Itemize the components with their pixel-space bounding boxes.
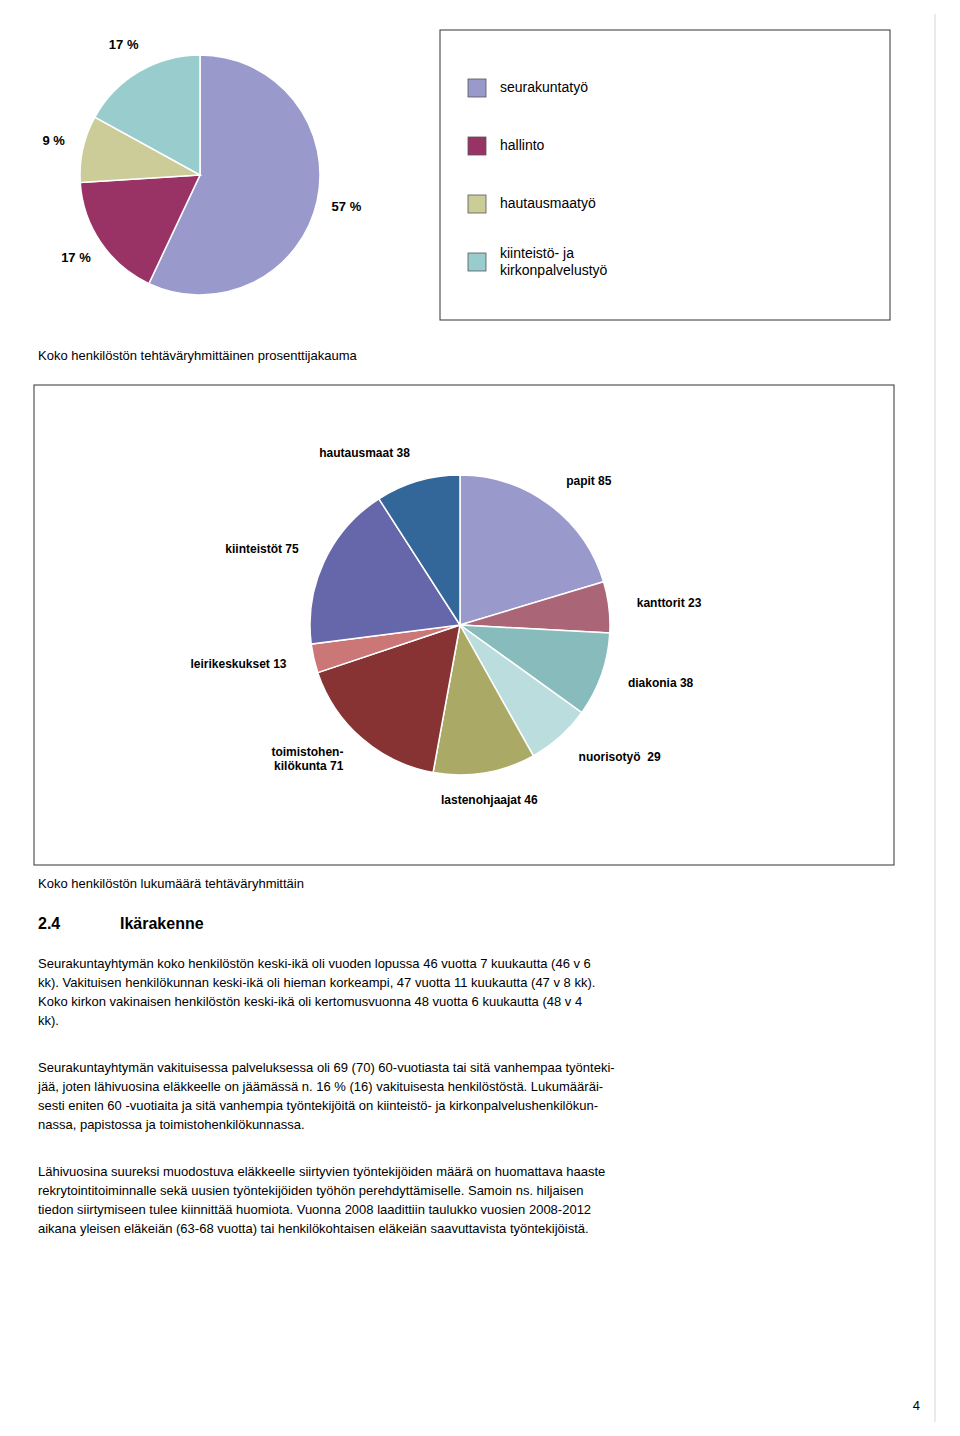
legend-box (440, 30, 890, 320)
data-label: leirikeskukset 13 (190, 657, 286, 671)
data-label: 57 % (332, 199, 362, 214)
data-label: lastenohjaajat 46 (441, 793, 538, 807)
data-label: diakonia 38 (628, 676, 694, 690)
legend-label-line: kirkonpalvelustyö (500, 261, 608, 277)
data-label-line: diakonia 38 (628, 676, 694, 690)
section-title-line: Ikärakenne (120, 915, 204, 932)
page-number: 4 (913, 1398, 920, 1413)
paragraph: Seurakuntayhtymän vakituisessa palveluks… (37, 1060, 615, 1132)
data-label-line: kiinteistöt 75 (225, 542, 299, 556)
paragraph-line: kk). (38, 1013, 59, 1028)
chart-title: Koko henkilöstön tehtäväryhmittäinen pro… (38, 348, 357, 363)
paragraph-line: Seurakuntayhtymän vakituisessa palveluks… (38, 1060, 615, 1075)
legend-label: kiinteistö- jakirkonpalvelustyö (500, 244, 608, 277)
pie-slices (80, 55, 320, 295)
chart-title: Koko henkilöstön lukumäärä tehtäväryhmit… (38, 876, 304, 891)
chart-frame (34, 385, 894, 865)
legend-label: hallinto (500, 137, 545, 153)
pie-slice (95, 55, 200, 175)
legend-swatch (468, 195, 486, 213)
pie-chart: papit 85 kanttorit 23 diakonia 38 nuorisoty… (190, 446, 701, 806)
data-label: hautausmaat 38 (319, 446, 410, 460)
paragraph: Lähivuosina suureksi muodostuva eläkkeel… (38, 1164, 605, 1236)
chart-title-line: Koko henkilöstön lukumäärä tehtäväryhmit… (38, 876, 304, 891)
pie-slice (379, 475, 460, 625)
data-label: 9 % (42, 134, 65, 149)
data-label: kanttorit 23 (637, 596, 702, 610)
legend-label-line: seurakuntatyö (500, 79, 588, 95)
chart-title-line: Koko henkilöstön tehtäväryhmittäinen pro… (38, 348, 357, 363)
data-label: nuorisotyö 29 (579, 750, 661, 764)
page-number-line: 4 (913, 1398, 920, 1413)
data-label-line: kanttorit 23 (637, 596, 702, 610)
data-label-line: 9 % (42, 134, 65, 149)
legend-label-line: hautausmaatyö (500, 195, 596, 211)
data-label-line: lastenohjaajat 46 (441, 793, 538, 807)
paragraph-line: jää, joten lähivuosina eläkkeelle on jää… (37, 1079, 603, 1094)
data-label-line: 17 % (61, 251, 91, 266)
legend-label-line: hallinto (500, 137, 545, 153)
paragraph-line: rekrytointitoiminnalle sekä uusien työnt… (38, 1183, 584, 1198)
legend-label-line: kiinteistö- ja (500, 244, 574, 260)
pie-slice (460, 582, 610, 633)
section-title: Ikärakenne (120, 915, 204, 932)
data-label-line: 57 % (332, 199, 362, 214)
data-label-line: papit 85 (566, 474, 612, 488)
data-labels: papit 85 kanttorit 23 diakonia 38 nuorisoty… (190, 446, 701, 806)
paragraph-line: aikana yleisen eläkeiän (63-68 vuotta) t… (38, 1221, 589, 1236)
paragraph-line: Koko kirkon vakinaisen henkilöstön keski… (38, 994, 582, 1009)
data-label-line: leirikeskukset 13 (190, 657, 286, 671)
page: 57 % 17 % 9 % 17 % seurakuntatyö hallinto haut… (0, 0, 960, 1436)
pie-slices (310, 475, 610, 775)
legend-swatch (468, 253, 486, 271)
section-number-line: 2.4 (38, 915, 60, 932)
paragraph-line: nassa, papistossa ja toimistohenkilökunn… (38, 1117, 305, 1132)
data-label-line: kilökunta 71 (274, 759, 344, 773)
data-label-line: hautausmaat 38 (319, 446, 410, 460)
data-label: papit 85 (566, 474, 612, 488)
data-label: kiinteistöt 75 (225, 542, 299, 556)
page-border (935, 14, 936, 1422)
pie-slice (80, 175, 200, 284)
data-label-line: 17 % (109, 37, 139, 52)
legend-label: hautausmaatyö (500, 195, 596, 211)
data-label: 17 % (61, 251, 91, 266)
data-labels: 57 % 17 % 9 % 17 % (42, 37, 361, 265)
paragraph-line: sesti eniten 60 -vuotiaita ja sitä vanhe… (38, 1098, 598, 1113)
data-label: toimistohen-kilökunta 71 (271, 745, 343, 773)
paragraph-line: Seurakuntayhtymän koko henkilöstön keski… (38, 956, 591, 971)
paragraph-line: kk). Vakituisen henkilökunnan keski-ikä … (38, 975, 595, 990)
section-number: 2.4 (38, 915, 60, 932)
legend-swatch (468, 79, 486, 97)
data-label-line: toimistohen- (271, 745, 343, 759)
paragraph-line: Lähivuosina suureksi muodostuva eläkkeel… (38, 1164, 605, 1179)
legend-swatch (468, 137, 486, 155)
legend: seurakuntatyö hallinto hautausmaatyö kiinte… (440, 30, 890, 320)
paragraph-line: tiedon siirtymiseen tulee kiinnittää huo… (38, 1202, 591, 1217)
pie-chart: 57 % 17 % 9 % 17 % (42, 37, 361, 295)
data-label-line: nuorisotyö 29 (579, 750, 661, 764)
paragraph: Seurakuntayhtymän koko henkilöstön keski… (38, 956, 595, 1028)
data-label: 17 % (109, 37, 139, 52)
legend-label: seurakuntatyö (500, 79, 588, 95)
